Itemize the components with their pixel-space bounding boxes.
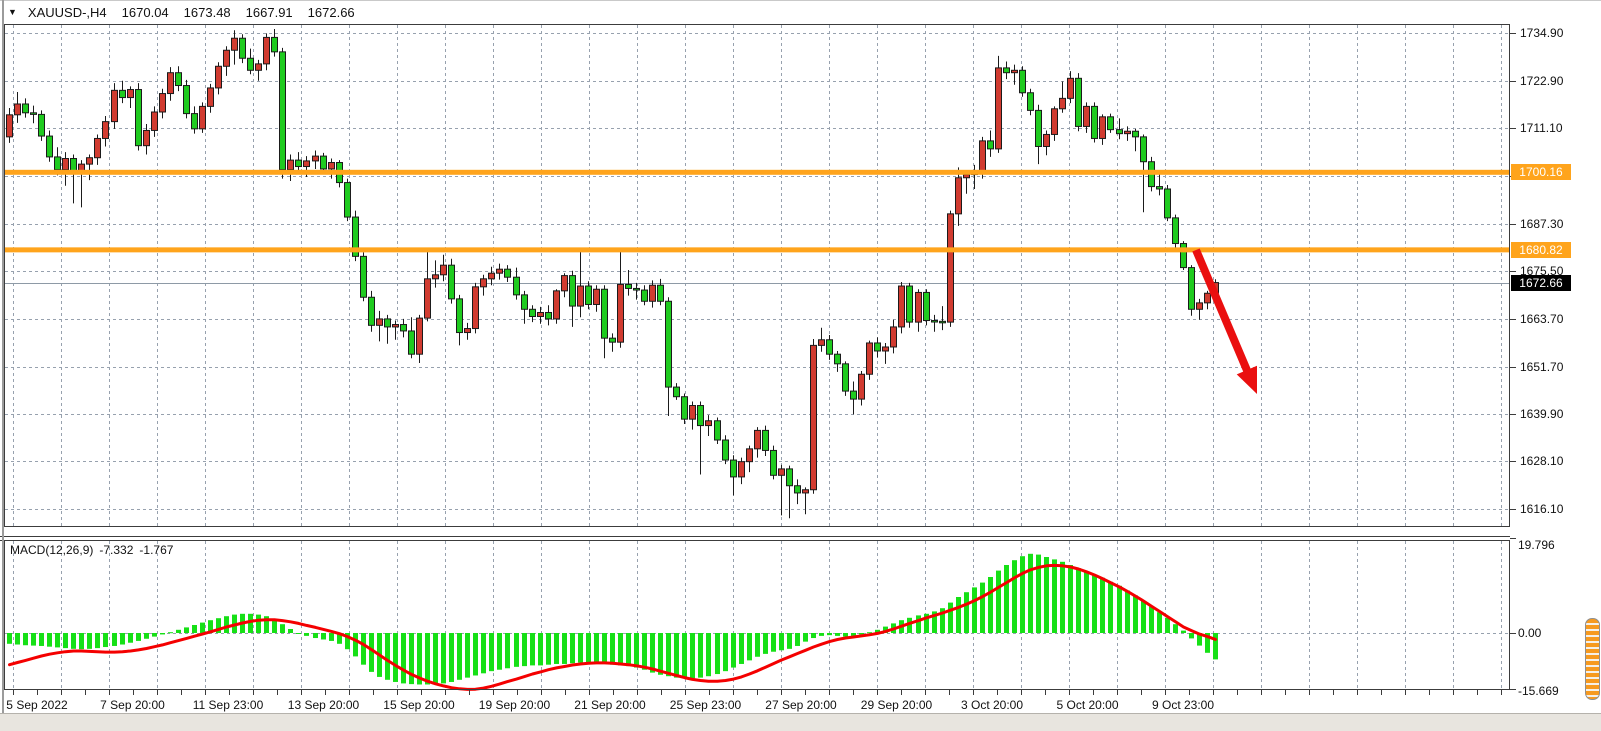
vertical-gridlines	[13, 25, 1502, 689]
horizontal-gridlines	[5, 33, 1509, 510]
orange-hline-1[interactable]	[4, 247, 1510, 253]
window-left-border	[2, 0, 4, 730]
trend-arrow-annotation[interactable]	[1192, 248, 1257, 394]
symbol-dropdown-icon[interactable]: ▼	[8, 7, 17, 17]
hline-price-label-1: 1680.82	[1511, 242, 1571, 258]
time-axis-label: 9 Oct 23:00	[1151, 698, 1215, 712]
price-axis-label: 1711.10	[1520, 121, 1563, 135]
time-axis-label: 5 Oct 20:00	[1056, 698, 1119, 712]
axis-ticks	[13, 33, 1516, 695]
price-panel-border	[4, 24, 1510, 527]
window-top-border	[0, 0, 1601, 1]
price-axis-label: 1687.30	[1520, 217, 1564, 231]
time-axis-label: 11 Sep 23:00	[192, 698, 264, 712]
time-axis-label: 29 Sep 20:00	[860, 698, 933, 712]
time-axis-label: 15 Sep 20:00	[383, 698, 455, 712]
macd-axis-max: 19.796	[1518, 538, 1555, 552]
symbol-period-label: XAUUSD-,H4	[27, 4, 107, 20]
time-axis-label: 5 Sep 2022	[6, 698, 68, 712]
macd-signal-line	[8, 563, 1217, 691]
macd-signal-value: -1.767	[139, 543, 174, 557]
open-value: 1670.04	[121, 4, 169, 20]
price-axis-label: 1639.90	[1520, 407, 1564, 421]
price-axis-label: 1675.50	[1520, 264, 1564, 278]
time-axis-label: 7 Sep 20:00	[100, 698, 165, 712]
time-axis-label: 25 Sep 23:00	[669, 698, 742, 712]
close-value: 1672.66	[307, 4, 355, 20]
price-axis-label: 1651.70	[1520, 360, 1564, 374]
price-axis-label: 1663.70	[1520, 312, 1564, 326]
time-axis-label: 13 Sep 20:00	[287, 698, 360, 712]
price-axis-label: 1734.90	[1520, 26, 1564, 40]
time-axis-label: 3 Oct 20:00	[960, 698, 1024, 712]
price-axis-label: 1722.90	[1520, 74, 1564, 88]
chart-title-bar: ▼ XAUUSD-,H4 1670.04 1673.48 1667.91 167…	[8, 3, 355, 21]
status-strip	[0, 713, 1601, 731]
price-axis-label: 1628.10	[1520, 454, 1564, 468]
macd-panel-border	[4, 540, 1510, 690]
orange-hline-0[interactable]	[4, 169, 1510, 175]
macd-indicator-label: MACD(12,26,9) -7.332 -1.767	[10, 543, 173, 557]
vertical-scrollbar-thumb[interactable]	[1585, 618, 1600, 700]
high-value: 1673.48	[183, 4, 231, 20]
macd-main-value: -7.332	[99, 543, 134, 557]
macd-axis-min: -15.669	[1518, 684, 1559, 698]
time-axis-label: 27 Sep 20:00	[765, 698, 837, 712]
macd-histogram-series	[7, 553, 1218, 685]
macd-axis-zero: 0.00	[1518, 626, 1542, 640]
time-axis-label: 19 Sep 20:00	[478, 698, 551, 712]
low-value: 1667.91	[245, 4, 293, 20]
macd-name: MACD(12,26,9)	[10, 543, 94, 557]
hline-price-label-0: 1700.16	[1511, 164, 1571, 180]
candlestick-series	[6, 28, 1219, 519]
time-axis-label: 21 Sep 20:00	[574, 698, 646, 712]
current-price-label: 1672.66	[1511, 275, 1571, 291]
price-axis-label: 1616.10	[1520, 502, 1564, 516]
